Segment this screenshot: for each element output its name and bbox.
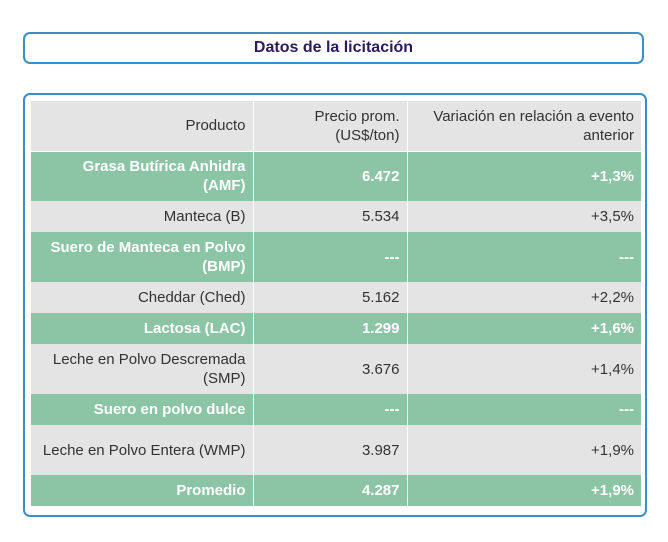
cell-producto: Grasa Butírica Anhidra (AMF)	[31, 151, 254, 201]
cell-precio: 1.299	[253, 313, 408, 344]
cell-variacion: +1,3%	[407, 151, 641, 201]
cell-precio: ---	[253, 232, 408, 282]
cell-precio: 3.676	[253, 344, 408, 394]
cell-precio: 4.287	[253, 475, 408, 506]
cell-precio: ---	[253, 394, 408, 425]
cell-producto: Cheddar (Ched)	[31, 282, 254, 313]
cell-variacion: ---	[407, 394, 641, 425]
table-row: Grasa Butírica Anhidra (AMF) 6.472 +1,3%	[31, 151, 641, 201]
cell-producto: Leche en Polvo Entera (WMP)	[31, 425, 254, 475]
cell-producto: Lactosa (LAC)	[31, 313, 254, 344]
cell-precio: 3.987	[253, 425, 408, 475]
cell-precio: 5.534	[253, 201, 408, 232]
cell-variacion: +1,9%	[407, 425, 641, 475]
title-panel: Datos de la licitación	[23, 32, 644, 64]
cell-variacion: +2,2%	[407, 282, 641, 313]
cell-producto: Manteca (B)	[31, 201, 254, 232]
cell-producto: Suero de Manteca en Polvo (BMP)	[31, 232, 254, 282]
table-header-row: Producto Precio prom. (US$/ton) Variació…	[31, 101, 641, 152]
column-header-precio: Precio prom. (US$/ton)	[253, 101, 408, 152]
cell-variacion: +1,9%	[407, 475, 641, 506]
cell-precio: 6.472	[253, 151, 408, 201]
table-row: Manteca (B) 5.534 +3,5%	[31, 201, 641, 232]
table-panel: Producto Precio prom. (US$/ton) Variació…	[23, 93, 647, 517]
cell-producto: Leche en Polvo Descremada (SMP)	[31, 344, 254, 394]
cell-variacion: +3,5%	[407, 201, 641, 232]
cell-variacion: ---	[407, 232, 641, 282]
cell-producto: Suero en polvo dulce	[31, 394, 254, 425]
table-row: Suero en polvo dulce --- ---	[31, 394, 641, 425]
column-header-variacion: Variación en relación a evento anterior	[407, 101, 641, 152]
cell-variacion: +1,4%	[407, 344, 641, 394]
table-row: Leche en Polvo Entera (WMP) 3.987 +1,9%	[31, 425, 641, 475]
table-row: Lactosa (LAC) 1.299 +1,6%	[31, 313, 641, 344]
cell-variacion: +1,6%	[407, 313, 641, 344]
page-title: Datos de la licitación	[253, 39, 414, 56]
table-row: Leche en Polvo Descremada (SMP) 3.676 +1…	[31, 344, 641, 394]
table-row: Suero de Manteca en Polvo (BMP) --- ---	[31, 232, 641, 282]
tender-data-table: Producto Precio prom. (US$/ton) Variació…	[31, 101, 641, 506]
cell-precio: 5.162	[253, 282, 408, 313]
column-header-producto: Producto	[31, 101, 254, 152]
table-row: Cheddar (Ched) 5.162 +2,2%	[31, 282, 641, 313]
table-row-average: Promedio 4.287 +1,9%	[31, 475, 641, 506]
cell-producto: Promedio	[31, 475, 254, 506]
